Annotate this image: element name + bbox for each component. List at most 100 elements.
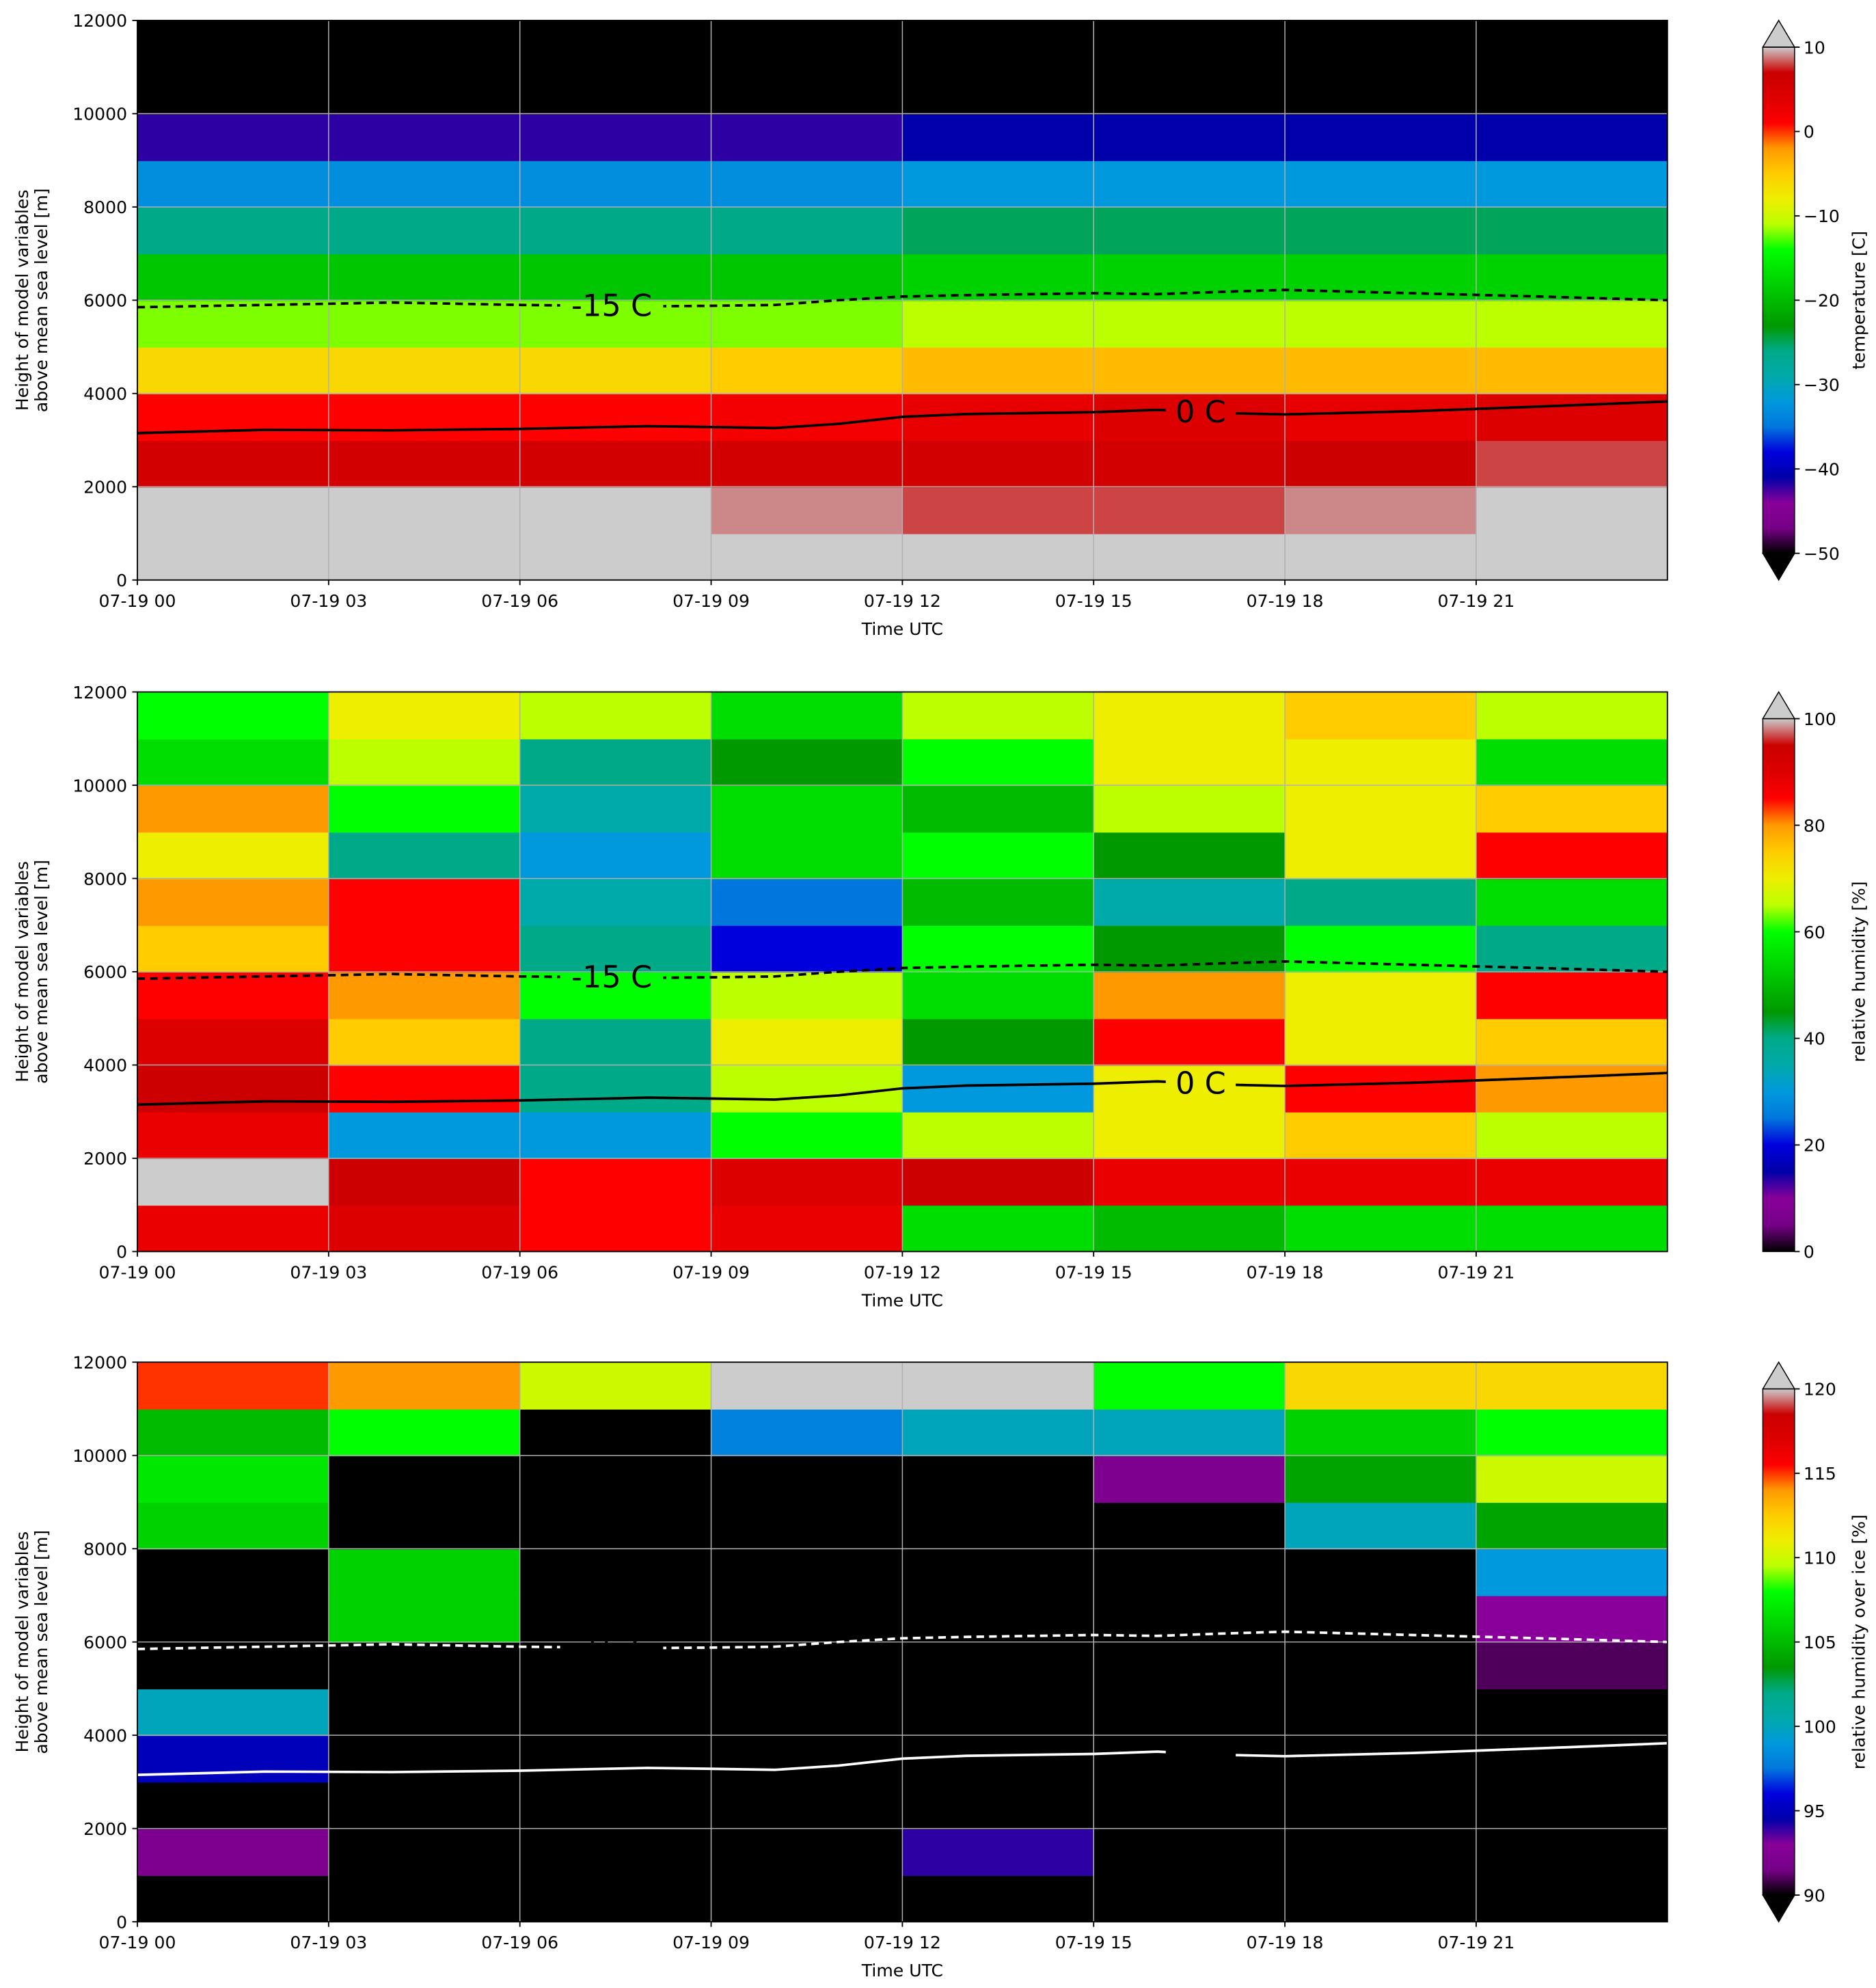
heatmap-cell (137, 346, 329, 394)
heatmap-cell (519, 1158, 712, 1206)
y-axis-label: Height of model variables (12, 861, 32, 1082)
heatmap-cell (1476, 878, 1668, 926)
x-tick-label: 07-19 03 (290, 1262, 367, 1282)
contour-label: 0 C (1175, 1736, 1226, 1771)
heatmap-cell (137, 20, 329, 68)
heatmap-cell (519, 785, 712, 833)
heatmap-cell (1285, 1455, 1478, 1503)
colorbar-tick-label: 115 (1804, 1464, 1836, 1484)
contour-label: -15 C (571, 288, 652, 324)
heatmap-cell (519, 300, 712, 348)
x-tick-label: 07-19 21 (1437, 591, 1514, 611)
x-tick-label: 07-19 09 (672, 1933, 750, 1952)
heatmap-cell (1285, 206, 1478, 255)
contour-line (137, 288, 1668, 309)
heatmap-cell (711, 1688, 903, 1737)
heatmap-cell (519, 113, 712, 161)
heatmap-cell (902, 440, 1095, 488)
heatmap-cell (902, 1688, 1095, 1737)
heatmap-cell (1476, 254, 1668, 301)
x-tick-label: 07-19 12 (864, 1933, 941, 1952)
heatmap-cell (902, 832, 1095, 880)
heatmap-cell (902, 300, 1095, 348)
heatmap-cell (1285, 738, 1478, 787)
heatmap-cell (902, 1065, 1095, 1113)
heatmap-cell (1285, 1735, 1478, 1783)
heatmap-cell (902, 20, 1095, 68)
heatmap-cell (1093, 925, 1286, 973)
x-tick-label: 07-19 06 (481, 1262, 558, 1282)
y-tick-label: 6000 (83, 962, 127, 982)
heatmap-cell (328, 1782, 521, 1829)
heatmap-cell (519, 254, 712, 301)
heatmap-cell (519, 971, 712, 1020)
heatmap-cell (711, 1362, 903, 1410)
contour-line (137, 400, 1668, 435)
heatmap-cell (902, 113, 1095, 161)
heatmap-cell (1093, 1408, 1286, 1456)
heatmap-cell (519, 393, 712, 441)
heatmap-cell (137, 206, 329, 255)
heatmap-cell (1285, 254, 1478, 301)
colorbar-tick-label: 110 (1804, 1549, 1836, 1568)
heatmap-cell (711, 440, 903, 488)
heatmap-cell (1285, 925, 1478, 973)
heatmap-cell (1476, 1408, 1668, 1456)
heatmap-cell (328, 925, 521, 973)
colorbar-tick-label: −30 (1804, 375, 1840, 395)
heatmap-cell (1285, 113, 1478, 161)
heatmap-cell (137, 1688, 329, 1737)
heatmap-cell (1285, 1642, 1478, 1690)
y-axis-label: above mean sea level [m] (31, 188, 51, 412)
heatmap-cell (711, 254, 903, 301)
heatmap-cell (328, 1018, 521, 1066)
x-tick-label: 07-19 12 (864, 1262, 941, 1282)
heatmap-cell (137, 1408, 329, 1456)
heatmap-cell (519, 878, 712, 926)
heatmap-cell (902, 878, 1095, 926)
heatmap-cell (328, 393, 521, 441)
heatmap-cell (137, 533, 329, 580)
colorbar-label: relative humidity over ice [%] (1849, 1514, 1868, 1769)
heatmap-cell (711, 1595, 903, 1643)
heatmap-cell (1285, 1875, 1478, 1922)
heatmap-cell (902, 487, 1095, 534)
heatmap-cell (1476, 20, 1668, 68)
y-tick-label: 2000 (83, 1819, 127, 1839)
heatmap-cell (1093, 1595, 1286, 1643)
y-tick-label: 4000 (83, 1726, 127, 1745)
heatmap-cell (1093, 1501, 1286, 1550)
heatmap-cell (902, 67, 1095, 115)
colorbar-tick-label: 80 (1804, 816, 1825, 836)
heatmap-cell (1476, 1065, 1668, 1113)
heatmap-cell (328, 254, 521, 301)
heatmap-cell (1476, 113, 1668, 161)
heatmap-cell (1093, 1111, 1286, 1159)
heatmap-cell (137, 300, 329, 348)
heatmap-cell (1476, 1828, 1668, 1876)
heatmap-cell (328, 20, 521, 68)
heatmap-cell (519, 1688, 712, 1737)
heatmap-cell (137, 738, 329, 787)
plot-area (137, 1362, 1668, 1922)
heatmap-cell (137, 487, 329, 534)
heatmap-cell (1476, 533, 1668, 580)
colorbar-tick-label: −50 (1804, 544, 1840, 564)
contour-line (137, 959, 1668, 981)
heatmap-cell (1285, 1205, 1478, 1252)
heatmap-cell (137, 692, 329, 739)
heatmap-cell (1476, 925, 1668, 973)
heatmap-cell (328, 1501, 521, 1550)
heatmap-cell (137, 1595, 329, 1643)
heatmap-cell (1093, 254, 1286, 301)
y-tick-label: 2000 (83, 478, 127, 498)
contour-line (137, 1072, 1668, 1106)
x-tick-label: 07-19 03 (290, 591, 367, 611)
y-axis-label: above mean sea level [m] (31, 1530, 51, 1754)
colorbar (1763, 46, 1795, 554)
y-tick-label: 2000 (83, 1149, 127, 1169)
heatmap-cell (1093, 160, 1286, 208)
heatmap-cell (711, 785, 903, 833)
y-tick-label: 4000 (83, 1056, 127, 1076)
